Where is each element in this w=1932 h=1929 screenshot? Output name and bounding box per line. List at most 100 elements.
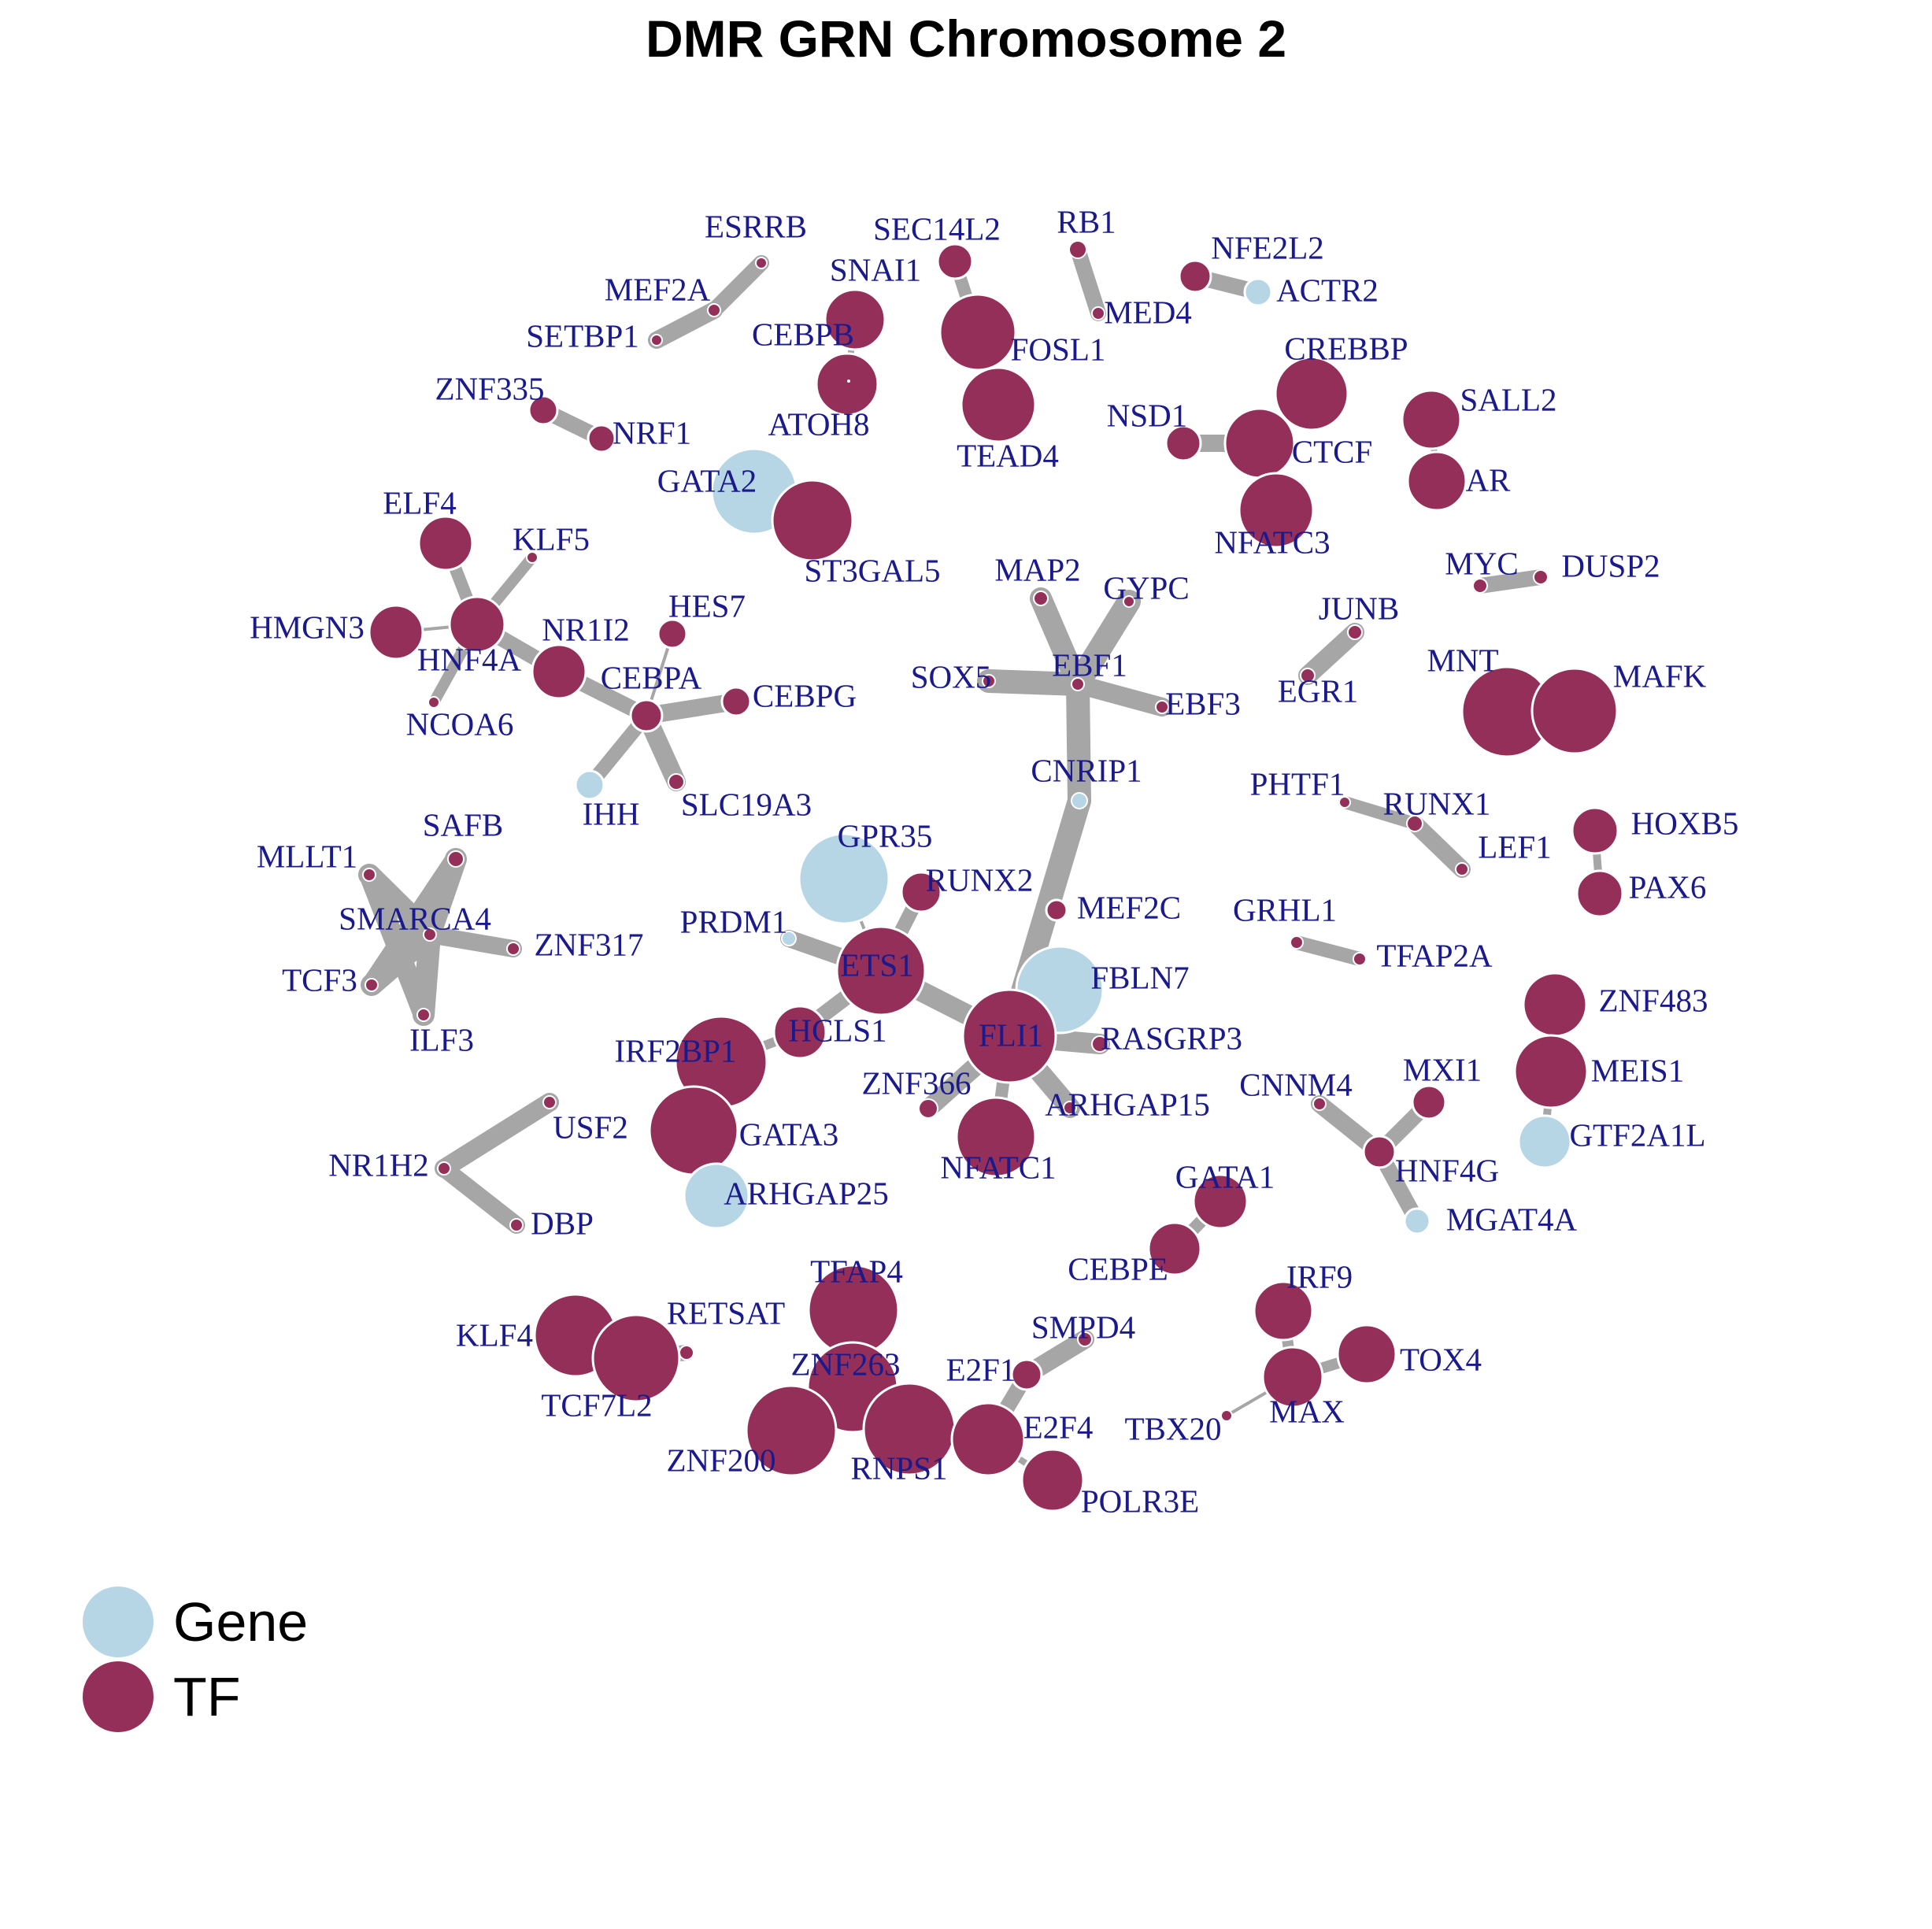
node-nfatc1[interactable] [955, 1096, 1037, 1178]
node-runx1[interactable] [1406, 815, 1423, 832]
node-sox5[interactable] [982, 674, 996, 688]
node-dbp[interactable] [509, 1218, 524, 1232]
node-znf317[interactable] [506, 942, 520, 956]
node-mgat4a[interactable] [1403, 1207, 1431, 1235]
node-hoxb5[interactable] [1571, 806, 1619, 855]
node-runx2[interactable] [900, 871, 942, 913]
node-nsd1[interactable] [1164, 424, 1202, 462]
node-actr2[interactable] [1243, 277, 1273, 307]
node-irf9[interactable] [1253, 1280, 1314, 1342]
node-nr1i2[interactable] [531, 643, 587, 700]
node-smpd4[interactable] [1077, 1331, 1093, 1347]
node-e2f4[interactable] [950, 1401, 1026, 1477]
node-smarca4[interactable] [423, 927, 437, 942]
node-egr1[interactable] [1300, 668, 1316, 683]
node-tox4[interactable] [1336, 1324, 1397, 1385]
node-nrf1[interactable] [587, 424, 616, 454]
node-cnrip1[interactable] [1071, 792, 1088, 809]
node-tcf3[interactable] [365, 978, 379, 992]
node-hes7[interactable] [657, 618, 688, 650]
node-cebpg[interactable] [720, 686, 752, 717]
node-fosl1[interactable] [938, 293, 1017, 372]
node-ihh[interactable] [574, 769, 605, 801]
node-hnf4a[interactable] [448, 595, 506, 653]
node-hmgn3[interactable] [368, 604, 424, 661]
node-fli1[interactable] [961, 988, 1057, 1084]
node-snai1[interactable] [824, 288, 886, 351]
node-rasgrp3[interactable] [1091, 1035, 1108, 1053]
node-rb1[interactable] [1068, 240, 1087, 259]
node-znf483[interactable] [1522, 972, 1588, 1038]
node-mllt1[interactable] [362, 868, 376, 882]
node-cnnm4[interactable] [1312, 1097, 1327, 1111]
node-label-slc19a3: SLC19A3 [681, 786, 812, 822]
node-dusp2[interactable] [1533, 569, 1549, 585]
node-tcf7l2[interactable] [591, 1313, 681, 1403]
node-znf200[interactable] [745, 1384, 838, 1477]
node-atoh8[interactable] [847, 380, 850, 383]
node-mef2c[interactable] [1045, 898, 1068, 922]
node-gata1[interactable] [1192, 1173, 1249, 1230]
node-sec14l2[interactable] [936, 243, 974, 280]
edge-myc-dusp2 [1472, 569, 1549, 594]
node-hcls1[interactable] [772, 1005, 827, 1060]
node-arhgap25[interactable] [683, 1162, 750, 1230]
node-elf4[interactable] [417, 515, 474, 572]
node-pax6[interactable] [1575, 869, 1624, 918]
node-max[interactable] [1261, 1346, 1324, 1409]
node-ctcf[interactable] [1223, 407, 1296, 479]
node-ebf1[interactable] [1071, 677, 1085, 691]
node-klf5[interactable] [526, 551, 539, 564]
node-ilf3[interactable] [416, 1008, 431, 1022]
node-gypc[interactable] [1123, 595, 1135, 608]
node-tfap2a[interactable] [1353, 952, 1367, 966]
node-junb[interactable] [1347, 624, 1363, 640]
node-label-mgat4a: MGAT4A [1446, 1201, 1578, 1237]
node-ebf3[interactable] [1155, 700, 1169, 714]
node-label-cebpb: CEBPB [752, 316, 854, 352]
node-arhgap15[interactable] [1063, 1101, 1077, 1115]
node-mafk[interactable] [1530, 667, 1619, 755]
node-ar[interactable] [1406, 450, 1468, 512]
node-setbp1[interactable] [650, 334, 663, 346]
node-nr1h2[interactable] [437, 1161, 451, 1176]
node-polr3e[interactable] [1020, 1448, 1085, 1512]
node-gata3[interactable] [648, 1085, 739, 1176]
node-cebpa[interactable] [629, 698, 664, 733]
node-st3gal5[interactable] [771, 479, 854, 562]
node-label-hoxb5: HOXB5 [1631, 805, 1739, 841]
node-label-sall2: SALL2 [1460, 381, 1557, 417]
node-sall2[interactable] [1401, 389, 1462, 450]
node-gtf2a1l[interactable] [1517, 1114, 1572, 1169]
node-med4[interactable] [1091, 306, 1105, 320]
node-label-klf5: KLF5 [513, 520, 590, 557]
node-myc[interactable] [1472, 578, 1488, 594]
node-slc19a3[interactable] [668, 773, 685, 790]
node-usf2[interactable] [542, 1095, 557, 1109]
node-cebpe[interactable] [1147, 1221, 1202, 1276]
node-ets1[interactable] [835, 925, 927, 1016]
node-tbx20[interactable] [1220, 1409, 1233, 1422]
node-e2f1[interactable] [1010, 1358, 1043, 1391]
node-lef1[interactable] [1455, 862, 1469, 876]
node-retsat[interactable] [679, 1345, 694, 1361]
node-phtf1[interactable] [1338, 796, 1351, 809]
node-prdm1[interactable] [781, 931, 797, 946]
node-cebpb[interactable] [815, 352, 879, 417]
node-safb[interactable] [447, 850, 464, 868]
node-mxi1[interactable] [1411, 1084, 1447, 1120]
node-nfatc3[interactable] [1238, 472, 1315, 549]
node-tead4[interactable] [960, 366, 1037, 443]
node-nfe2l2[interactable] [1178, 259, 1212, 294]
node-ncoa6[interactable] [427, 696, 440, 709]
node-znf366[interactable] [918, 1098, 938, 1119]
node-meis1[interactable] [1513, 1034, 1589, 1109]
node-grhl1[interactable] [1290, 935, 1304, 950]
node-crebbp[interactable] [1274, 356, 1349, 431]
node-gpr35[interactable] [798, 832, 890, 925]
node-znf335[interactable] [527, 394, 559, 426]
node-hnf4g[interactable] [1362, 1135, 1397, 1169]
node-mef2a[interactable] [707, 303, 721, 317]
node-map2[interactable] [1033, 591, 1049, 606]
node-esrrb[interactable] [755, 257, 768, 269]
